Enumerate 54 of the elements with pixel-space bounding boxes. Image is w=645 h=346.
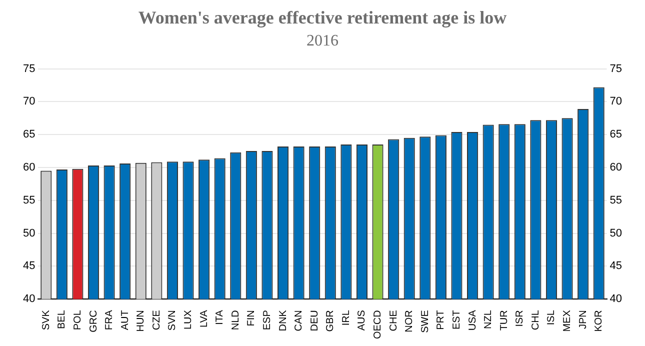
x-tick-label: LVA [198, 310, 210, 328]
y-tick-label: 75 [22, 62, 36, 75]
x-tick-label: FIN [246, 310, 258, 326]
x-tick-label: CHE [388, 310, 400, 332]
x-tick-label: ESP [262, 310, 273, 330]
y-tick-label: 70 [22, 96, 36, 108]
x-tick-label: OECD [372, 310, 384, 340]
x-tick-label: KOR [594, 310, 605, 332]
x-tick-label: ISR [514, 310, 526, 327]
y-tick-label: 50 [22, 227, 36, 240]
y-tick-label: 55 [22, 194, 36, 206]
x-tick-label: CZE [151, 310, 162, 330]
y-tick-label: 40 [22, 293, 36, 306]
x-tick-label: IRL [340, 310, 352, 326]
x-tick-label: PRT [436, 310, 447, 330]
y2-tick-label: 60 [610, 162, 622, 174]
y2-tick-label: 75 [610, 62, 622, 75]
y-tick-label: 65 [22, 128, 36, 141]
y-tick-label: 60 [22, 162, 36, 174]
x-tick-label: DNK [278, 310, 289, 332]
x-tick-label: FRA [104, 310, 116, 330]
x-tick-label: NLD [230, 310, 242, 330]
x-tick-label: POL [72, 310, 84, 330]
x-tick-label: NOR [404, 310, 416, 332]
x-tick-label: DEU [309, 310, 320, 332]
y2-tick-label: 45 [610, 260, 622, 272]
x-tick-label: CHL [530, 310, 542, 330]
x-tick-label: LUX [183, 310, 194, 330]
x-tick-label: CAN [294, 310, 305, 332]
y2-tick-label: 40 [610, 293, 622, 306]
x-tick-label: MEX [562, 310, 574, 332]
y2-tick-label: 50 [610, 227, 622, 240]
x-tick-label: TUR [498, 310, 510, 331]
x-tick-label: SVN [167, 310, 178, 331]
x-tick-label: JPN [578, 310, 589, 330]
x-tick-label: AUS [356, 310, 368, 331]
chart-subtitle: 2016 [306, 32, 338, 50]
chart-title: Women's average effective retirement age is low [138, 7, 507, 28]
x-tick-label: NZL [483, 310, 494, 330]
x-tick-label: USA [467, 310, 478, 331]
x-tick-label: AUT [120, 310, 131, 330]
x-tick-label: GRC [88, 310, 100, 332]
x-tick-label: SVK [40, 310, 52, 330]
y-tick-label: 45 [22, 260, 36, 272]
y2-tick-label: 55 [610, 194, 622, 206]
x-tick-label: BEL [56, 310, 68, 330]
x-tick-label: SWE [420, 310, 431, 333]
x-tick-label: ITA [214, 310, 226, 325]
x-tick-label: GBR [325, 310, 336, 332]
x-tick-label: ISL [546, 310, 558, 326]
x-tick-label: HUN [136, 310, 147, 332]
x-tick-label: EST [451, 310, 462, 330]
y2-tick-label: 70 [610, 96, 622, 108]
y2-tick-label: 65 [610, 128, 622, 141]
